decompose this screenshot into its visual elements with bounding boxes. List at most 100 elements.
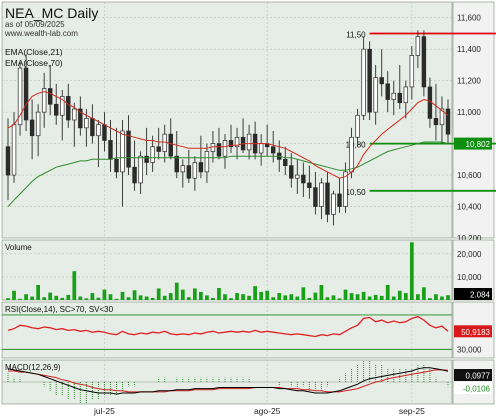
volume-bar [397,290,402,300]
volume-bar [349,293,354,300]
candle-body [343,171,348,207]
rsi-ytick-label: 30,000 [457,345,482,354]
macd-title: MACD(12,26,9) [5,363,61,372]
candle-body [96,124,101,137]
candle-body [439,108,445,126]
volume-bar [367,296,372,300]
volume-bar [241,294,245,300]
candle-body [11,124,17,176]
macd-pane: MACD(12,26,9) 0,0977 -0,0106 [1,359,495,405]
candle-body [385,83,390,100]
volume-bar [379,295,384,300]
volume-bar [415,294,420,300]
volume-bar [18,298,22,300]
candle-body [35,111,41,137]
price-ytick-label: 11,400 [457,45,481,54]
candle-body [47,88,53,105]
volume-bar [205,295,209,300]
rsi-last-value-bg [454,325,492,338]
volume-bar [12,290,16,300]
candle-body [144,155,149,163]
candle-body [228,140,234,148]
candle-body [72,108,77,121]
volume-bar [24,294,28,300]
volume-bar [289,294,294,300]
volume-bar [247,295,251,300]
x-tick-label: jul-25 [93,406,115,416]
macd-signal-last-value: -0,0106 [463,385,491,394]
price-axis-area [452,1,495,239]
volume-bar [229,298,233,300]
volume-bar [313,292,318,300]
level-label-1: 10,80 [346,141,367,150]
source-url: www.wealth-lab.com [4,29,78,38]
volume-bar [265,290,270,300]
volume-bar [150,297,155,300]
x-axis: jul-25 ago-25 sep-25 [93,406,425,416]
volume-bar [422,287,426,300]
x-tick-label: sep-25 [399,406,425,416]
candle-body [138,155,143,184]
candle-body [186,165,192,179]
volume-bar [319,285,324,300]
volume-bar [355,294,360,300]
candle-body [41,88,47,113]
volume-bar [138,295,143,300]
candle-body [66,96,71,121]
candle-body [319,182,324,207]
candle-body [355,114,360,138]
candle-body [126,130,131,168]
level-label-2: 10,50 [346,188,367,197]
volume-bar [102,289,107,300]
candle-body [313,187,318,207]
candle-body [29,119,35,137]
candle-body [180,165,186,173]
price-pane: 11,60011,40011,20011,00010,80010,60010,4… [1,1,496,243]
candle-body [192,162,198,179]
candle-body [156,146,161,152]
chart-title: NEA_MC Daily [5,5,98,21]
volume-bar [199,291,203,300]
candle-body [108,140,113,160]
price-ytick-label: 11,000 [457,108,481,117]
candle-body [397,92,402,104]
candle-body [54,103,59,116]
as-of-date: as of 05/09/2025 [5,20,65,29]
candle-body [403,86,409,104]
candle-body [307,182,312,189]
candle-body [234,136,240,148]
volume-bar [434,294,438,300]
volume-bar [361,291,366,300]
candle-body [216,143,222,157]
volume-bar [132,290,137,300]
volume-bar [120,291,125,300]
volume-bar [253,286,257,300]
candle-body [349,136,354,173]
candle-body [102,124,107,141]
candle-body [367,48,372,113]
candle-body [361,48,366,116]
volume-bar [391,296,396,300]
volume-bar [30,296,34,300]
volume-bar [90,293,95,300]
volume-bar [6,298,10,300]
candle-body [168,133,173,157]
candle-body [198,162,204,173]
macd-signal-line [8,369,449,393]
volume-bar [84,298,89,300]
volume-bar [337,298,342,300]
candle-body [373,77,378,113]
volume-bar [331,295,336,300]
volume-bar [108,294,113,300]
volume-bar [114,298,119,300]
volume-bar [440,296,444,300]
volume-bar [180,289,185,300]
candle-body [174,155,179,173]
candle-body [331,193,336,215]
candle-body [78,108,83,129]
volume-bar [307,297,312,300]
candle-body [5,146,11,176]
price-ytick-label: 10,200 [457,234,482,243]
candle-body [295,174,300,179]
volume-bar [223,294,227,300]
